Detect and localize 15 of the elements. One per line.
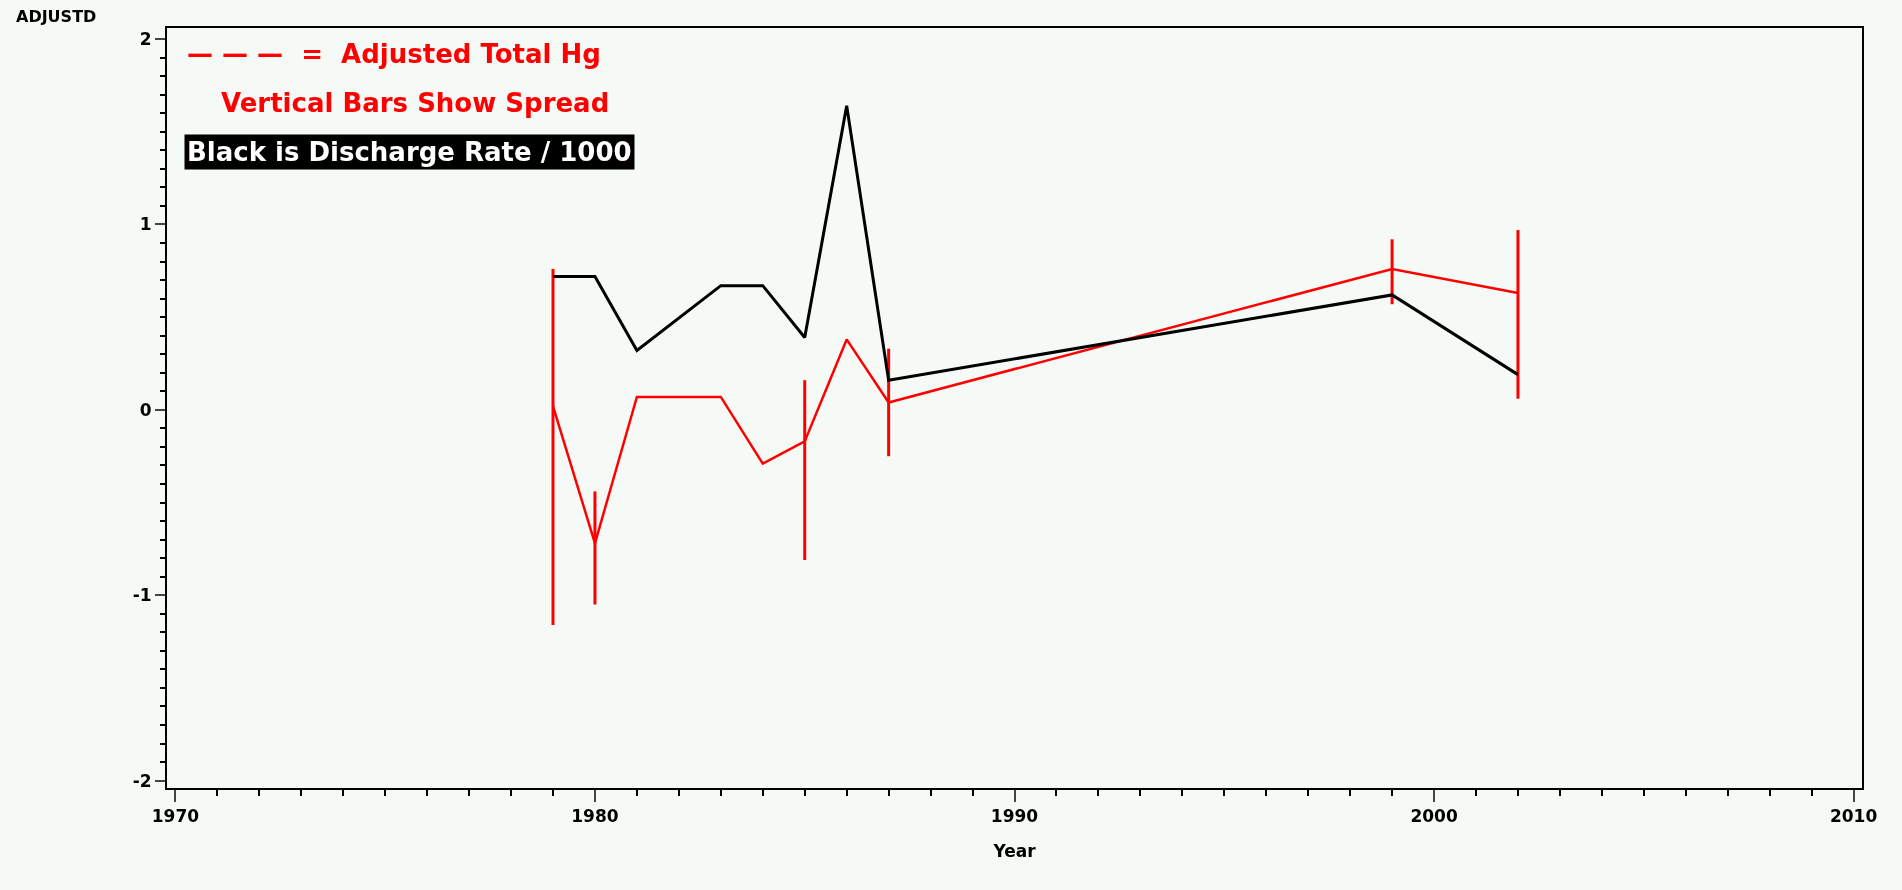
- y-tick-label: -2: [132, 770, 152, 791]
- x-tick-label: 1990: [990, 806, 1039, 827]
- x-tick-label: 2000: [1410, 806, 1458, 827]
- y-tick-label: 0: [139, 399, 152, 420]
- y-tick-label: 1: [139, 214, 152, 235]
- y-tick-label: -1: [132, 585, 152, 606]
- x-tick-label: 1980: [571, 806, 619, 827]
- y-tick-label: 2: [139, 29, 152, 50]
- x-tick-label: 2010: [1829, 806, 1878, 827]
- x-axis-title: Year: [992, 841, 1037, 862]
- x-tick-label: 1970: [151, 806, 200, 827]
- y-axis-title: ADJUSTD: [16, 7, 97, 26]
- annotation: Black is Discharge Rate / 1000: [187, 137, 632, 167]
- annotation: — — — = Adjusted Total Hg: [187, 39, 601, 69]
- annotation: Vertical Bars Show Spread: [221, 88, 610, 118]
